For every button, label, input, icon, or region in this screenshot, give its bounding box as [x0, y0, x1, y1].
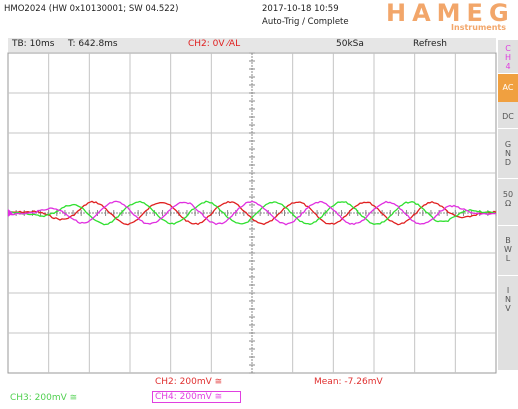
- menu-ac[interactable]: AC: [498, 74, 518, 102]
- waveform: [7, 200, 497, 226]
- trigger-setting: CH2: 0V ⁄AL: [188, 39, 241, 49]
- waveform: [7, 200, 497, 226]
- side-menu: CH4 AC DC GND 50Ω BWL INV: [498, 40, 518, 370]
- trigger-time: T: 642.8ms: [68, 39, 118, 49]
- datetime: 2017-10-18 10:59: [262, 4, 339, 14]
- model-info: HMO2024 (HW 0x10130001; SW 04.522): [4, 4, 179, 14]
- trigger-status: Auto-Trig / Complete: [262, 17, 349, 27]
- acquisition-mode: Refresh: [413, 39, 447, 49]
- timebase: TB: 10ms: [12, 39, 55, 49]
- channel-label: CH4: [504, 44, 511, 71]
- menu-bwl[interactable]: BWL: [504, 236, 512, 263]
- waveform-display: [7, 52, 497, 374]
- menu-gnd[interactable]: GND: [504, 140, 512, 167]
- logo-subtitle: Instruments: [451, 23, 506, 32]
- logo: HAMEG Instruments: [378, 0, 510, 32]
- ch3-scale: CH3: 200mV ≅: [10, 393, 78, 403]
- ch2-scale: CH2: 200mV ≅: [155, 377, 223, 387]
- sample-rate: 50kSa: [336, 39, 364, 49]
- logo-text: HAMEG: [386, 0, 515, 27]
- menu-inv[interactable]: INV: [505, 286, 511, 313]
- menu-dc[interactable]: DC: [502, 112, 514, 121]
- ground-marker: [8, 209, 13, 217]
- mean-measurement: Mean: -7.26mV: [314, 377, 383, 387]
- ch4-scale[interactable]: CH4: 200mV ≅: [152, 391, 242, 403]
- status-bar: TB: 10ms T: 642.8ms CH2: 0V ⁄AL 50kSa Re…: [8, 38, 496, 52]
- menu-50ohm[interactable]: 50Ω: [502, 190, 514, 208]
